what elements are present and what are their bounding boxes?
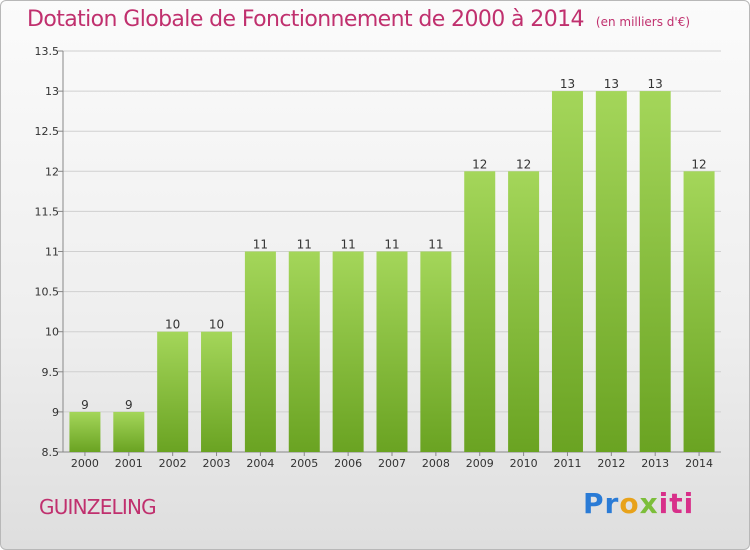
bar-value-label-2012: 13 — [604, 77, 619, 91]
x-tick-label-2001: 2001 — [115, 457, 143, 470]
chart-title: Dotation Globale de Fonctionnement de 20… — [27, 7, 690, 32]
y-tick-label-2: 9.5 — [42, 366, 60, 379]
chart-title-text: Dotation Globale de Fonctionnement de 20… — [27, 7, 585, 32]
bar-2013 — [639, 91, 671, 452]
x-tick-label-2010: 2010 — [510, 457, 538, 470]
x-tick-label-2000: 2000 — [71, 457, 99, 470]
bar-2004 — [244, 251, 276, 452]
bar-value-label-2000: 9 — [81, 398, 89, 412]
bar-2005 — [288, 251, 320, 452]
bar-value-label-2005: 11 — [297, 238, 312, 252]
labels: 9 2000 9 2001 10 2002 10 2003 11 2004 11 2005 11 2006… — [71, 77, 713, 470]
bar-2010 — [508, 171, 540, 453]
x-tick-label-2012: 2012 — [597, 457, 625, 470]
bar-value-label-2011: 13 — [560, 77, 575, 91]
x-tick-label-2008: 2008 — [422, 457, 450, 470]
bar-2012 — [595, 91, 627, 452]
bar-2009 — [464, 171, 496, 453]
bar-2014 — [683, 171, 715, 453]
bar-value-label-2010: 12 — [516, 157, 531, 171]
bar-value-label-2014: 12 — [691, 157, 706, 171]
x-tick-label-2007: 2007 — [378, 457, 406, 470]
y-tick-label-3: 10 — [45, 326, 59, 339]
bar-value-label-2006: 11 — [340, 238, 355, 252]
x-tick-label-2005: 2005 — [290, 457, 318, 470]
y-tick-label-1: 9 — [52, 406, 59, 419]
location-name: GUINZELING — [39, 495, 157, 519]
bar-value-label-2007: 11 — [384, 238, 399, 252]
bar-2011 — [551, 91, 583, 452]
bar-2003 — [201, 331, 233, 452]
y-tick-label-10: 13.5 — [35, 45, 60, 58]
y-tick-label-0: 8.5 — [42, 446, 60, 459]
bars — [69, 91, 715, 453]
x-tick-label-2011: 2011 — [553, 457, 581, 470]
bar-2008 — [420, 251, 452, 452]
bar-value-label-2002: 10 — [165, 318, 180, 332]
x-tick-label-2009: 2009 — [466, 457, 494, 470]
x-tick-label-2002: 2002 — [159, 457, 187, 470]
y-tick-label-8: 12.5 — [35, 125, 60, 138]
y-tick-label-4: 10.5 — [35, 286, 60, 299]
bar-value-label-2009: 12 — [472, 157, 487, 171]
y-tick-label-6: 11.5 — [35, 205, 60, 218]
bar-2002 — [157, 331, 189, 452]
y-tick-label-9: 13 — [45, 85, 59, 98]
x-tick-label-2013: 2013 — [641, 457, 669, 470]
x-tick-label-2006: 2006 — [334, 457, 362, 470]
bar-2007 — [376, 251, 408, 452]
bar-2001 — [113, 411, 145, 452]
unit-note: (en milliers d'€) — [595, 15, 691, 29]
bar-value-label-2008: 11 — [428, 238, 443, 252]
y-tick-label-7: 12 — [45, 165, 59, 178]
bar-value-label-2003: 10 — [209, 318, 224, 332]
x-tick-label-2014: 2014 — [685, 457, 713, 470]
bar-value-label-2013: 13 — [648, 77, 663, 91]
bar-2000 — [69, 411, 101, 452]
x-tick-label-2004: 2004 — [246, 457, 274, 470]
y-tick-label-5: 11 — [45, 246, 59, 259]
bar-2006 — [332, 251, 364, 452]
proxiti-logo: Proxiti — [583, 487, 695, 520]
bar-value-label-2001: 9 — [125, 398, 133, 412]
bar-value-label-2004: 11 — [253, 238, 268, 252]
x-tick-label-2003: 2003 — [203, 457, 231, 470]
